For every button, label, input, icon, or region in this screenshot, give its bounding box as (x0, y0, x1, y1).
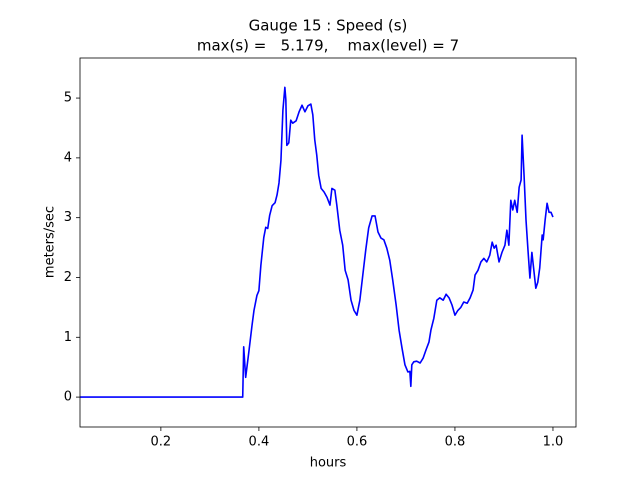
x-tick-label: 1.0 (543, 435, 564, 450)
x-tick-label: 0.4 (249, 435, 270, 450)
x-axis-label: hours (310, 456, 347, 471)
y-tick-label: 4 (64, 150, 72, 165)
chart-subtitle: max(s) = 5.179, max(level) = 7 (197, 37, 459, 55)
y-tick-label: 2 (64, 270, 72, 285)
y-tick-label: 3 (64, 210, 72, 225)
y-tick-label: 1 (64, 330, 72, 345)
x-tick-label: 0.6 (347, 435, 368, 450)
plot-frame (79, 57, 577, 428)
x-tick-label: 0.2 (151, 435, 172, 450)
y-axis-label: meters/sec (43, 206, 58, 278)
line-series (80, 86, 554, 398)
chart-title: Gauge 15 : Speed (s) (249, 17, 408, 35)
y-tick-label: 0 (64, 390, 72, 405)
x-tick-label: 0.8 (445, 435, 466, 450)
y-tick-label: 5 (64, 91, 72, 106)
